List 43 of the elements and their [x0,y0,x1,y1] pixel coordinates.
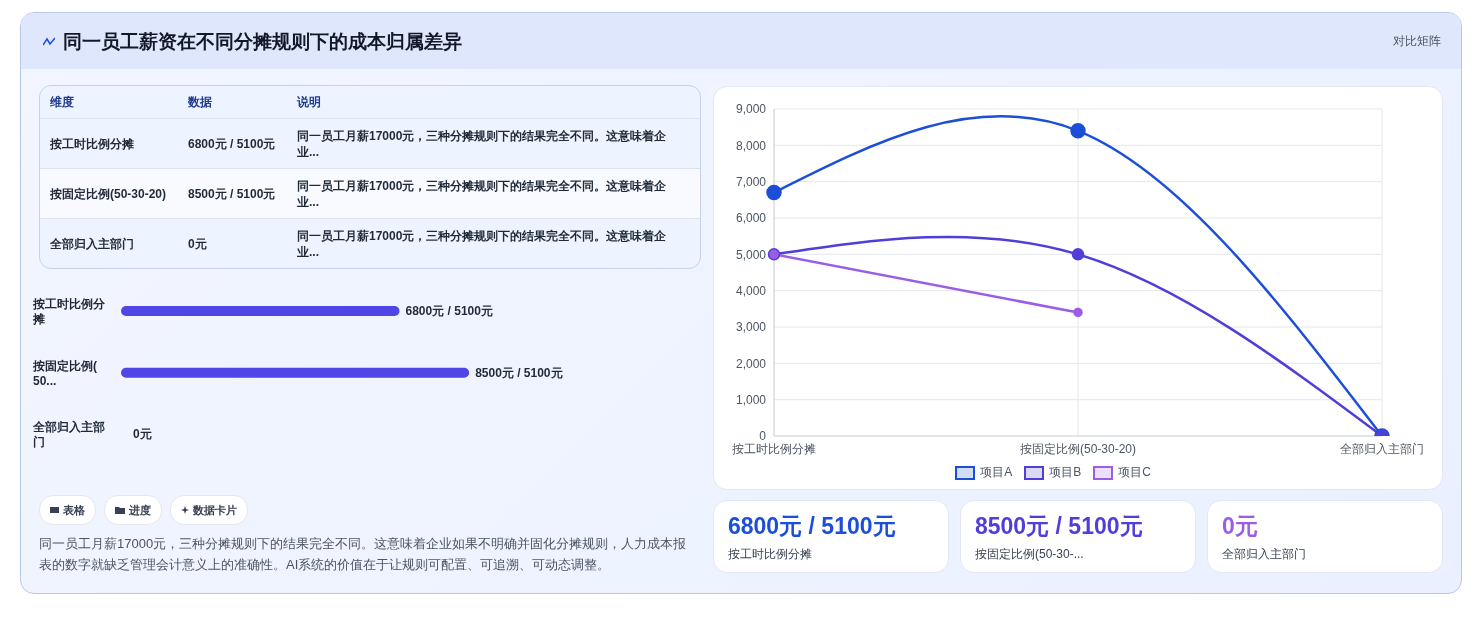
legend-label: 项目A [980,464,1013,481]
y-tick-label: 按固定比例(50... [32,358,97,388]
text: 对比矩阵 [1393,33,1441,50]
data-label: 6800元 / 5100元 [405,304,493,318]
text: 数据 [187,94,213,110]
text: 同一员工月薪17000元，三种分摊规则下的结果完全不同。这意味着企业... [296,127,668,160]
data-label: 0元 [133,427,152,442]
text: 6800元 / 5100元 [728,512,897,541]
y-tick-label: 4,000 [735,283,767,298]
text: 说明 [296,94,322,110]
text: 表格 [63,502,85,518]
text: 维度 [49,94,75,110]
text: 进度 [129,502,151,518]
text: 同一员工月薪17000元，三种分摊规则下的结果完全不同。这意味着企业... [296,227,668,260]
x-tick-label: 按固定比例(50-30-20) [1019,441,1137,456]
x-tick-label: 全部归入主部门 [1340,441,1424,456]
y-tick-label: 2,000 [735,356,767,371]
text: 全部归入主部门 [1222,546,1307,563]
y-tick-label: 7,000 [735,174,767,189]
text: 按固定比例(50-30-20) [49,185,168,202]
text: 数据卡片 [193,502,237,518]
text: 同一员工月薪17000元，三种分摊规则下的结果完全不同。这意味着企业如果不明确并固化分摊规则，人力成本报表的数字就缺乏管理会计意义上的准确性。AI系统的价值在于让规则可配置、可追溯、可动态调整。 [39,535,688,574]
y-tick-label: 6,000 [735,211,767,226]
text: 8500元 / 5100元 [975,512,1144,541]
text: 8500元 / 5100元 [187,185,277,202]
data-label: 8500元 / 5100元 [475,365,563,380]
text: 按工时比例分摊 [49,135,135,152]
y-tick-label: 9,000 [735,102,767,117]
y-tick-label: 按工时比例分摊 [32,296,106,326]
y-tick-label: 3,000 [735,320,767,335]
text: 0元 [187,235,208,252]
legend-label: 项目B [1049,464,1082,481]
text: 全部归入主部门 [49,235,135,252]
y-tick-label: 1,000 [735,392,767,407]
text: 同一员工薪资在不同分摊规则下的成本归属差异 [63,30,462,54]
text: 0元 [1222,512,1259,541]
y-tick-label: 5,000 [735,247,767,262]
text: 按固定比例(50-30-... [975,546,1085,563]
y-tick-label: 8,000 [735,138,767,153]
legend-label: 项目C [1118,464,1151,481]
y-tick-label: 0 [759,429,767,444]
text: 6800元 / 5100元 [187,135,277,152]
text: 同一员工月薪17000元，三种分摊规则下的结果完全不同。这意味着企业... [296,177,668,210]
